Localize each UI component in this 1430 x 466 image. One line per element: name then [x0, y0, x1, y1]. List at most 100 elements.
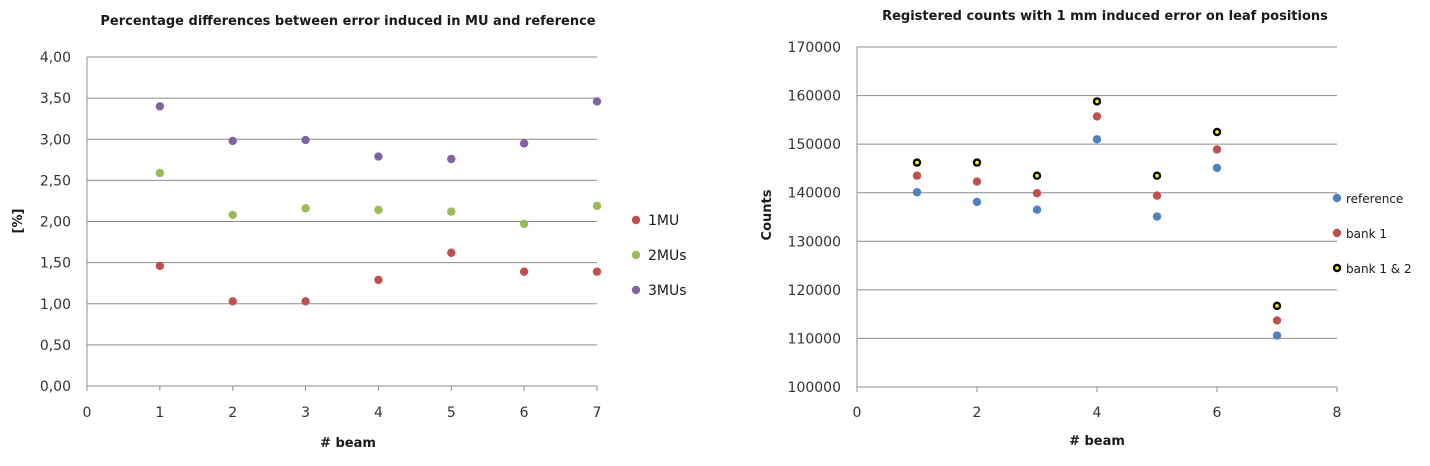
data-point-center — [1155, 173, 1159, 178]
y-tick-label: 110000 — [788, 331, 841, 347]
data-point — [1272, 316, 1282, 325]
data-point — [972, 177, 982, 186]
x-tick-label: 1 — [155, 405, 164, 421]
legend-label: bank 1 — [1346, 227, 1387, 241]
y-axis-title: [%] — [11, 209, 26, 234]
data-point — [592, 267, 602, 276]
data-point — [374, 152, 383, 161]
x-tick-label: 8 — [1333, 405, 1342, 421]
data-point-center — [1095, 99, 1099, 104]
y-tick-label: 140000 — [788, 186, 841, 202]
data-point — [1032, 205, 1042, 214]
legend: 1MU 2MUs 3MUs — [631, 213, 687, 299]
data-point-center — [975, 160, 979, 165]
data-point — [301, 135, 310, 145]
data-point — [228, 297, 237, 306]
data-point — [301, 204, 310, 213]
x-tick-label: 6 — [520, 405, 529, 421]
y-tick-label: 4,00 — [40, 50, 71, 66]
data-point — [374, 205, 383, 215]
data-point — [1152, 212, 1162, 221]
data-point-center — [1035, 173, 1039, 178]
y-tick-label: 160000 — [788, 89, 841, 105]
x-tick-label: 2 — [228, 405, 237, 421]
y-tick-label: 130000 — [788, 234, 841, 250]
legend-marker — [631, 250, 641, 260]
data-point — [1212, 145, 1222, 154]
series-3mus — [155, 97, 602, 164]
legend-marker-center — [1335, 266, 1339, 270]
legend: reference bank 1 bank 1 & 2 — [1332, 192, 1412, 276]
y-axis-title: Counts — [760, 189, 775, 240]
data-point — [519, 219, 529, 229]
data-point-center — [1215, 130, 1219, 134]
data-point — [228, 136, 237, 146]
legend-marker — [1332, 228, 1342, 238]
legend-marker — [1332, 193, 1342, 203]
data-point — [592, 201, 602, 211]
series-2mus — [155, 168, 602, 229]
y-tick-label: 2,50 — [40, 173, 71, 189]
data-point — [447, 154, 456, 164]
data-point — [519, 267, 529, 276]
series-bank-1 — [912, 112, 1282, 325]
chart-2: Registered counts with 1 mm induced erro… — [760, 9, 1412, 449]
data-point — [972, 197, 982, 207]
y-tick-label: 0,50 — [40, 338, 71, 354]
data-point — [301, 297, 310, 306]
x-axis-title: # beam — [320, 436, 376, 451]
data-point — [1272, 331, 1282, 340]
legend-label: 2MUs — [648, 248, 687, 264]
data-point — [1212, 163, 1222, 173]
data-point — [519, 139, 529, 148]
legend-label: 3MUs — [648, 283, 687, 299]
data-point — [1092, 112, 1102, 121]
x-tick-label: 0 — [853, 405, 862, 421]
chart-title: Percentage differences between error ind… — [100, 14, 595, 29]
chart-title: Registered counts with 1 mm induced erro… — [882, 9, 1328, 24]
y-tick-label: 1,50 — [40, 256, 71, 272]
data-point — [447, 207, 456, 216]
y-tick-label: 3,00 — [40, 132, 71, 148]
y-tick-label: 150000 — [788, 137, 841, 153]
data-point — [374, 275, 383, 285]
y-tick-label: 1,00 — [40, 297, 71, 313]
series-reference — [912, 135, 1282, 340]
legend-label: reference — [1346, 192, 1403, 206]
x-tick-label: 0 — [83, 405, 92, 421]
legend-label: 1MU — [648, 213, 679, 229]
data-point — [155, 261, 165, 271]
legend-marker — [631, 285, 641, 295]
chart-1: Percentage differences between error ind… — [11, 14, 687, 451]
y-tick-label: 170000 — [788, 40, 841, 56]
data-point — [912, 188, 922, 197]
data-point — [912, 171, 922, 180]
x-tick-label: 5 — [447, 405, 456, 421]
legend-marker — [631, 215, 641, 225]
x-tick-label: 4 — [1093, 405, 1102, 421]
data-point — [155, 102, 165, 111]
y-tick-label: 100000 — [788, 380, 841, 396]
series-1mu — [155, 248, 602, 306]
data-point — [1152, 191, 1162, 200]
x-axis-title: # beam — [1069, 434, 1125, 449]
x-tick-label: 6 — [1213, 405, 1222, 421]
data-point — [228, 210, 237, 220]
data-point — [1032, 189, 1042, 198]
legend-label: bank 1 & 2 — [1346, 262, 1412, 276]
data-point-center — [1275, 304, 1279, 308]
x-tick-label: 3 — [301, 405, 310, 421]
data-point — [447, 248, 456, 257]
x-tick-label: 4 — [374, 405, 383, 421]
data-point — [592, 97, 602, 106]
y-tick-label: 0,00 — [40, 379, 71, 395]
x-tick-label: 7 — [593, 405, 602, 421]
data-point — [155, 168, 165, 178]
series-bank-1-2 — [912, 97, 1282, 311]
x-tick-label: 2 — [973, 405, 982, 421]
y-tick-label: 120000 — [788, 283, 841, 299]
data-point-center — [915, 160, 919, 165]
y-tick-label: 3,50 — [40, 91, 71, 107]
data-point — [1092, 135, 1102, 144]
